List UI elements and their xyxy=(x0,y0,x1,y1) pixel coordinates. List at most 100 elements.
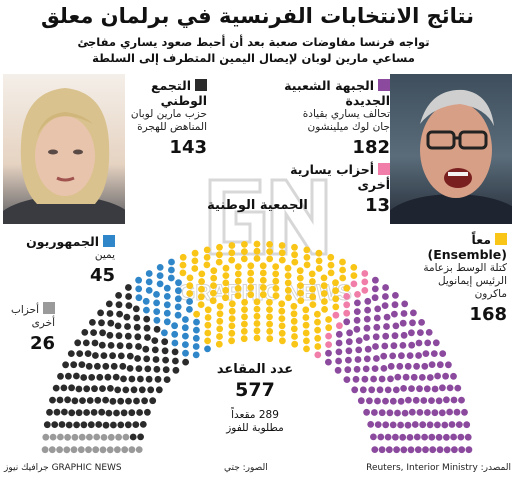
seat-2 xyxy=(163,293,171,300)
seat-0 xyxy=(70,446,78,454)
seat-5 xyxy=(372,333,380,341)
seat-5 xyxy=(389,397,397,405)
seat-3 xyxy=(315,249,323,257)
seat-3 xyxy=(314,310,321,318)
seat-5 xyxy=(390,342,398,350)
seat-5 xyxy=(392,386,400,394)
melenchon-photo xyxy=(390,74,512,224)
seat-1 xyxy=(143,315,151,323)
seat-3 xyxy=(186,290,194,297)
seat-3 xyxy=(210,282,217,289)
seat-5 xyxy=(392,322,400,330)
seat-1 xyxy=(116,310,123,318)
seat-5 xyxy=(378,446,386,454)
seat-3 xyxy=(284,286,292,294)
seat-1 xyxy=(83,409,90,416)
others-swatch xyxy=(43,302,55,314)
seat-1 xyxy=(90,329,97,336)
seat-5 xyxy=(431,409,439,417)
seat-1 xyxy=(119,362,127,370)
seat-3 xyxy=(234,277,242,285)
seat-4 xyxy=(350,280,358,288)
seat-2 xyxy=(145,278,153,286)
seat-1 xyxy=(144,365,152,373)
seat-3 xyxy=(272,263,280,270)
ensemble-desc-1: كتلة الوسط بزعامة xyxy=(423,262,507,274)
seat-5 xyxy=(344,366,352,374)
seat-3 xyxy=(259,276,267,284)
seat-5 xyxy=(384,433,392,441)
seat-3 xyxy=(303,254,311,261)
seat-5 xyxy=(345,356,352,364)
seat-5 xyxy=(424,339,432,347)
seat-1 xyxy=(128,375,136,383)
seat-4 xyxy=(325,341,332,348)
seat-1 xyxy=(89,319,96,326)
seat-1 xyxy=(49,396,56,404)
seat-1 xyxy=(60,384,68,392)
seat-1 xyxy=(81,329,89,336)
seat-3 xyxy=(290,317,298,325)
seat-3 xyxy=(216,243,223,251)
seat-3 xyxy=(222,272,230,279)
seat-5 xyxy=(399,433,407,441)
seat-5 xyxy=(406,434,414,441)
seat-2 xyxy=(174,295,182,303)
seat-3 xyxy=(204,306,212,314)
seat-2 xyxy=(175,279,182,287)
seat-5 xyxy=(352,375,360,383)
seat-5 xyxy=(367,421,375,428)
seat-1 xyxy=(143,355,151,363)
seat-3 xyxy=(291,258,299,266)
seat-3 xyxy=(302,306,310,314)
seat-3 xyxy=(228,242,236,249)
seat-3 xyxy=(191,249,199,257)
seat-1 xyxy=(154,375,162,383)
seat-3 xyxy=(284,279,292,287)
seat-1 xyxy=(94,362,101,370)
seat-5 xyxy=(438,409,446,417)
seat-5 xyxy=(381,302,389,309)
party-lr: الجمهوريون يمين 45 xyxy=(15,234,115,286)
party-others: أحزاب أخرى 26 xyxy=(9,302,55,354)
seat-1 xyxy=(162,366,170,374)
seat-5 xyxy=(450,396,458,404)
seat-3 xyxy=(228,337,236,345)
seat-5 xyxy=(448,421,456,428)
seat-1 xyxy=(114,386,122,394)
seat-3 xyxy=(216,310,224,318)
seat-5 xyxy=(389,421,397,429)
seat-3 xyxy=(343,284,351,292)
seat-3 xyxy=(266,320,273,328)
seat-3 xyxy=(290,325,298,333)
lr-swatch xyxy=(103,235,115,247)
seat-5 xyxy=(393,446,400,454)
seat-3 xyxy=(193,310,201,318)
seat-2 xyxy=(156,280,164,288)
seat-5 xyxy=(394,373,402,381)
seat-5 xyxy=(335,357,342,365)
seat-2 xyxy=(171,339,179,347)
seat-3 xyxy=(308,270,316,278)
seat-5 xyxy=(445,361,452,369)
seat-5 xyxy=(397,421,404,429)
seat-2 xyxy=(153,316,161,324)
seat-3 xyxy=(216,325,224,333)
seat-5 xyxy=(432,339,440,347)
seat-1 xyxy=(143,324,151,332)
seat-3 xyxy=(339,266,346,274)
seat-5 xyxy=(373,355,380,362)
seat-1 xyxy=(161,347,169,355)
seat-3 xyxy=(339,258,346,266)
seat-5 xyxy=(431,385,439,393)
seat-3 xyxy=(272,277,280,285)
seat-3 xyxy=(278,256,286,264)
seat-3 xyxy=(215,340,223,348)
seat-5 xyxy=(364,345,372,353)
seat-5 xyxy=(383,313,391,321)
seat-1 xyxy=(132,305,140,313)
seat-5 xyxy=(413,433,421,441)
seat-5 xyxy=(446,408,453,416)
seat-5 xyxy=(374,397,381,405)
seat-2 xyxy=(171,330,179,338)
